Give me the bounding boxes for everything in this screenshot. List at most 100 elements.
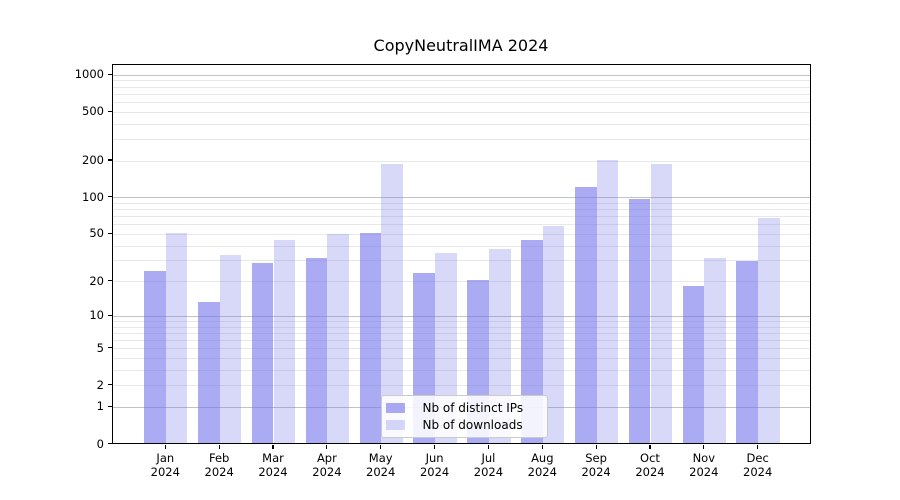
bar-distinct-ips-nov xyxy=(682,285,705,443)
y-tick-mark-50 xyxy=(107,232,112,234)
bar-downloads-dec xyxy=(758,218,780,443)
y-gridline-minor-9 xyxy=(112,320,810,322)
x-tick-year-dec: 2024 xyxy=(743,465,773,479)
x-tick-month-nov: Nov xyxy=(692,451,716,465)
y-tick-mark-10 xyxy=(107,314,112,316)
y-tick-mark-0 xyxy=(107,442,112,445)
y-gridline-minor-400 xyxy=(112,123,810,125)
x-tick-mark-apr xyxy=(326,444,328,449)
bar-distinct-ips-aug xyxy=(521,239,543,443)
x-tick-year-mar: 2024 xyxy=(258,465,288,479)
y-gridline-minor-7 xyxy=(112,332,810,334)
bar-distinct-ips-dec xyxy=(736,261,759,443)
bar-downloads-mar xyxy=(273,239,296,443)
x-tick-year-jun: 2024 xyxy=(419,465,450,479)
y-gridline-minor-70 xyxy=(112,216,810,218)
legend-entry-distinct-ips: Nb of distinct IPs xyxy=(382,400,547,417)
bar-downloads-jan xyxy=(165,232,188,443)
y-gridline-minor-60 xyxy=(112,224,810,226)
x-tick-label-feb: Feb 2024 xyxy=(187,451,251,479)
plot-area: Nb of distinct IPs Nb of downloads xyxy=(111,64,811,444)
bar-downloads-aug xyxy=(542,225,565,443)
y-gridline-minor-80 xyxy=(112,209,810,211)
x-tick-label-dec: Dec 2024 xyxy=(726,451,790,479)
y-gridline-major-10 xyxy=(112,315,810,317)
y-tick-label-0: 0 xyxy=(96,436,104,451)
bar-distinct-ips-oct xyxy=(628,199,651,443)
x-tick-year-apr: 2024 xyxy=(312,465,342,479)
x-tick-year-nov: 2024 xyxy=(689,465,719,479)
y-tick-mark-500 xyxy=(107,110,112,112)
legend-label-downloads: Nb of downloads xyxy=(422,418,523,432)
legend-label-distinct-ips: Nb of distinct IPs xyxy=(422,401,524,415)
y-gridline-major-1000 xyxy=(112,74,810,76)
x-tick-month-jan: Jan xyxy=(156,451,175,465)
y-tick-mark-1000 xyxy=(107,73,112,75)
y-gridline-minor-900 xyxy=(112,80,810,82)
x-tick-month-dec: Dec xyxy=(746,451,769,465)
y-gridline-minor-6 xyxy=(112,340,810,341)
x-tick-mark-mar xyxy=(272,444,274,449)
bar-distinct-ips-sep xyxy=(574,186,597,443)
y-tick-mark-100 xyxy=(107,196,112,198)
y-gridline-minor-3 xyxy=(112,369,810,371)
y-gridline-minor-5 xyxy=(112,348,810,350)
x-tick-mark-may xyxy=(380,444,382,449)
y-gridline-minor-90 xyxy=(112,202,810,204)
y-gridline-minor-8 xyxy=(112,326,810,328)
y-gridline-minor-40 xyxy=(112,245,810,247)
x-tick-month-feb: Feb xyxy=(209,451,230,465)
x-tick-month-apr: Apr xyxy=(316,451,337,465)
x-tick-label-oct: Oct 2024 xyxy=(618,451,682,479)
x-tick-mark-dec xyxy=(757,444,759,449)
x-tick-month-oct: Oct xyxy=(640,451,660,465)
x-tick-year-aug: 2024 xyxy=(527,465,557,479)
y-tick-mark-2 xyxy=(107,384,112,386)
bar-downloads-sep xyxy=(596,159,619,443)
x-tick-label-aug: Aug 2024 xyxy=(510,451,574,479)
x-tick-label-jun: Jun 2024 xyxy=(403,451,467,479)
bar-distinct-ips-jan xyxy=(144,270,166,443)
x-tick-month-jul: Jul xyxy=(481,451,496,465)
y-gridline-major-100 xyxy=(112,197,810,199)
x-tick-year-sep: 2024 xyxy=(581,465,611,479)
y-gridline-minor-700 xyxy=(112,93,810,95)
y-tick-label-500: 500 xyxy=(82,104,104,119)
x-tick-year-jul: 2024 xyxy=(473,465,504,479)
y-gridline-minor-30 xyxy=(112,260,810,262)
x-tick-month-may: May xyxy=(368,451,393,465)
x-tick-label-may: May 2024 xyxy=(349,451,413,479)
x-tick-month-mar: Mar xyxy=(262,451,284,465)
y-tick-label-50: 50 xyxy=(89,226,104,241)
legend-swatch-distinct-ips xyxy=(385,403,405,413)
x-tick-year-feb: 2024 xyxy=(204,465,234,479)
bars-layer xyxy=(113,65,810,443)
x-tick-mark-jan xyxy=(164,444,166,449)
x-tick-mark-jul xyxy=(487,444,489,449)
x-tick-label-mar: Mar 2024 xyxy=(241,451,305,479)
y-gridline-minor-300 xyxy=(112,138,810,140)
y-gridline-minor-500 xyxy=(112,111,810,113)
bar-distinct-ips-may xyxy=(359,232,382,443)
x-tick-mark-jun xyxy=(433,444,436,449)
y-tick-mark-20 xyxy=(107,280,112,282)
grid-layer xyxy=(112,65,810,443)
y-tick-mark-5 xyxy=(107,347,112,349)
x-tick-mark-nov xyxy=(703,444,705,449)
y-gridline-minor-50 xyxy=(112,233,810,235)
x-tick-mark-feb xyxy=(218,444,220,449)
y-tick-label-100: 100 xyxy=(82,189,104,204)
bar-downloads-feb xyxy=(219,254,242,443)
bar-downloads-oct xyxy=(650,163,673,443)
y-gridline-minor-600 xyxy=(112,101,810,103)
x-tick-year-jan: 2024 xyxy=(150,465,180,479)
bar-distinct-ips-feb xyxy=(198,301,220,443)
bar-distinct-ips-mar xyxy=(251,263,274,443)
y-tick-mark-1 xyxy=(107,405,112,407)
x-tick-month-aug: Aug xyxy=(531,451,554,465)
bar-distinct-ips-apr xyxy=(305,257,328,443)
y-tick-label-200: 200 xyxy=(82,153,104,167)
x-tick-mark-aug xyxy=(541,444,543,449)
bar-downloads-apr xyxy=(327,233,350,443)
